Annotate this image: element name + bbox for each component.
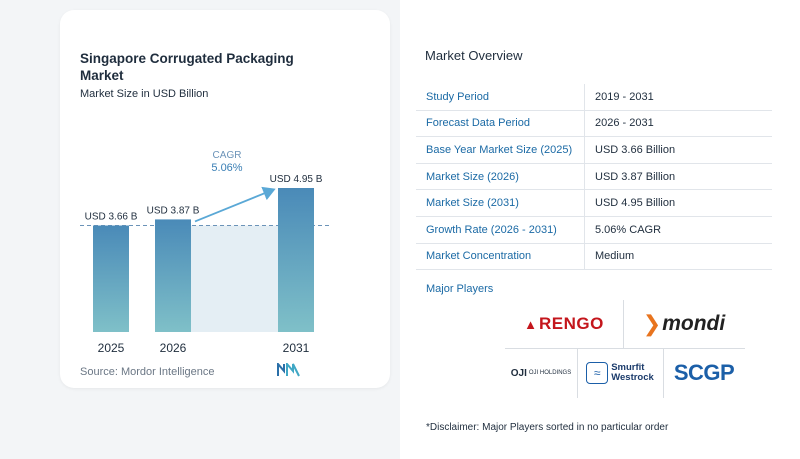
overview-value: 5.06% CAGR — [584, 216, 772, 243]
overview-value: USD 4.95 Billion — [584, 190, 772, 216]
data-label-2025: USD 3.66 B — [85, 212, 138, 223]
rengo-triangle-icon: ▲ — [524, 316, 538, 332]
data-label-2026: USD 3.87 B — [147, 205, 200, 216]
x-tick-2031: 2031 — [283, 341, 310, 355]
major-players-logos: ▲ RENGO ❯ mondi OJI OJI HOLDINGS ≈ Smurf… — [505, 300, 745, 398]
overview-title: Market Overview — [425, 48, 523, 63]
cagr-arrow — [194, 186, 276, 223]
logo-divider — [623, 300, 624, 348]
overview-row: Market Concentration Medium — [416, 243, 772, 271]
mordor-intelligence-logo-icon — [277, 363, 300, 377]
overview-value: 2026 - 2031 — [584, 110, 772, 137]
overview-row: Study Period 2019 - 2031 — [416, 84, 772, 111]
scgp-logo: SCGP — [673, 360, 735, 385]
overview-value: Medium — [584, 243, 772, 270]
overview-key: Market Size (2026) — [426, 170, 519, 183]
cagr-label: CAGR — [213, 150, 242, 161]
bar-chart: USD 3.66 B 2025 USD 3.87 B 2026 USD 4.95 B 20… — [80, 150, 330, 355]
overview-key: Forecast Data Period — [426, 117, 530, 130]
logo-divider — [663, 348, 664, 398]
overview-row: Growth Rate (2026 - 2031) 5.06% CAGR — [416, 216, 772, 244]
bar-2031 — [278, 188, 314, 332]
overview-table: Study Period 2019 - 2031 Forecast Data P… — [416, 84, 772, 271]
smurfit-westrock-mark-icon: ≈ — [586, 362, 609, 384]
bar-2026 — [155, 219, 191, 332]
overview-value: USD 3.87 Billion — [584, 163, 772, 190]
overview-key: Study Period — [426, 90, 489, 103]
x-tick-2025: 2025 — [98, 341, 125, 355]
overview-value: USD 3.66 Billion — [584, 137, 772, 163]
major-players-title: Major Players — [426, 283, 494, 295]
disclaimer-text: *Disclaimer: Major Players sorted in no … — [426, 422, 669, 433]
rengo-logo: ▲ RENGO — [524, 314, 604, 333]
source-text: Source: Mordor Intelligence — [80, 366, 215, 378]
overview-key: Market Size (2031) — [426, 197, 519, 210]
chart-title: Singapore Corrugated Packaging Market — [80, 51, 294, 83]
logo-divider — [577, 348, 578, 398]
overview-value: 2019 - 2031 — [584, 84, 772, 110]
mondi-logo: ❯ mondi — [642, 311, 726, 336]
overview-row: Market Size (2031) USD 4.95 Billion — [416, 190, 772, 217]
overview-key: Market Concentration — [426, 250, 532, 263]
data-label-2031: USD 4.95 B — [270, 174, 323, 185]
chart-subtitle: Market Size in USD Billion — [80, 88, 209, 100]
cagr-value: 5.06% — [211, 162, 242, 174]
overview-row: Market Size (2026) USD 3.87 Billion — [416, 163, 772, 191]
x-tick-2026: 2026 — [160, 341, 187, 355]
oji-holdings-logo: OJI OJI HOLDINGS — [510, 367, 572, 379]
smurfit-westrock-logo: ≈ Smurfit Westrock — [577, 348, 663, 398]
overview-panel — [400, 0, 800, 459]
mondi-mark-icon: ❯ — [642, 311, 662, 336]
overview-row: Base Year Market Size (2025) USD 3.66 Bi… — [416, 137, 772, 164]
logo-divider — [505, 348, 745, 349]
overview-row: Forecast Data Period 2026 - 2031 — [416, 110, 772, 138]
overview-key: Growth Rate (2026 - 2031) — [426, 223, 557, 236]
forecast-shade — [191, 225, 278, 332]
bar-2025 — [93, 225, 129, 332]
overview-key: Base Year Market Size (2025) — [426, 143, 573, 156]
